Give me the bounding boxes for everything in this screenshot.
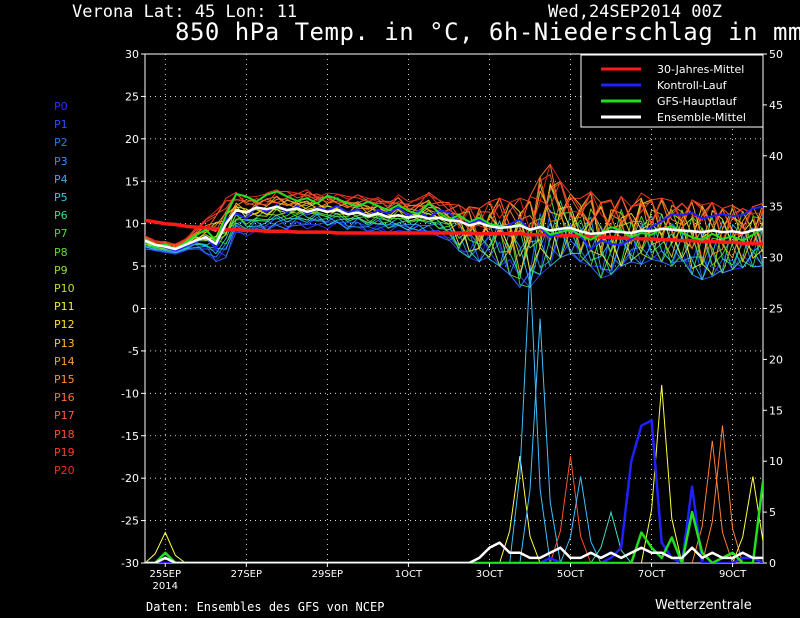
member-precip-peak bbox=[691, 440, 734, 563]
member-precip-peak bbox=[145, 531, 186, 563]
member-label-p19: P19 bbox=[54, 445, 75, 459]
member-precip-peak bbox=[640, 384, 683, 563]
y-right-tick-label: 10 bbox=[769, 455, 783, 468]
y-right-tick-label: 5 bbox=[769, 506, 776, 519]
precip-line-ensemble-mittel bbox=[145, 541, 763, 563]
y-right-tick-label: 15 bbox=[769, 404, 783, 417]
member-label-p3: P3 bbox=[54, 154, 68, 168]
y-left-tick-label: 10 bbox=[125, 218, 139, 231]
member-label-p8: P8 bbox=[54, 245, 68, 259]
member-temp-line-p0 bbox=[145, 221, 763, 288]
member-label-p13: P13 bbox=[54, 336, 75, 350]
y-left-tick-label: 20 bbox=[125, 133, 139, 146]
precip-line-kontroll-lauf bbox=[145, 419, 763, 563]
x-tick-label: 1OCT bbox=[395, 569, 423, 580]
member-precip-peak bbox=[549, 456, 592, 563]
member-temp-line-p6 bbox=[145, 200, 763, 276]
legend-label: GFS-Hauptlauf bbox=[657, 95, 738, 108]
legend-label: Ensemble-Mittel bbox=[657, 111, 746, 124]
y-left-tick-label: 0 bbox=[132, 303, 139, 316]
temp-line-ensemble-mittel bbox=[145, 205, 763, 251]
member-precip-peak bbox=[701, 425, 744, 563]
member-temp-line-p16 bbox=[145, 176, 763, 261]
x-tick-sublabel: 2014 bbox=[153, 581, 178, 592]
member-label-p15: P15 bbox=[54, 373, 75, 386]
run-time-label: Wed,24SEP2014 00Z bbox=[548, 2, 722, 22]
member-label-p18: P18 bbox=[54, 427, 75, 441]
member-label-p6: P6 bbox=[54, 209, 68, 223]
brand-label: Wetterzentrale bbox=[655, 598, 752, 613]
y-left-tick-label: 25 bbox=[125, 90, 139, 103]
x-tick-label: 7OCT bbox=[638, 569, 666, 580]
y-right-tick-label: 50 bbox=[769, 48, 783, 61]
x-tick-label: 3OCT bbox=[476, 569, 504, 580]
member-label-p5: P5 bbox=[54, 191, 68, 204]
member-temp-line-p19 bbox=[145, 180, 763, 248]
member-precip-peak bbox=[590, 510, 632, 563]
member-label-p1: P1 bbox=[54, 118, 68, 132]
y-right-tick-label: 30 bbox=[769, 252, 783, 265]
y-left-tick-label: -5 bbox=[128, 345, 139, 358]
member-precip-peak bbox=[519, 318, 561, 563]
member-label-p2: P2 bbox=[54, 136, 68, 150]
y-left-tick-label: 5 bbox=[132, 260, 139, 273]
y-left-tick-label: -25 bbox=[121, 515, 139, 528]
x-tick-label: 29SEP bbox=[312, 569, 343, 580]
member-precip-peak bbox=[559, 476, 602, 563]
member-temp-line-p8 bbox=[145, 208, 763, 280]
member-temp-line-p12 bbox=[145, 183, 763, 273]
y-right-tick-label: 0 bbox=[769, 557, 776, 570]
y-left-tick-label: -30 bbox=[121, 557, 139, 570]
member-precip-peak bbox=[499, 456, 541, 563]
y-right-tick-label: 40 bbox=[769, 150, 783, 163]
y-right-tick-label: 45 bbox=[769, 99, 783, 112]
member-label-p0: P0 bbox=[54, 100, 68, 113]
chart-title: 850 hPa Temp. in °C, 6h-Niederschlag in … bbox=[175, 18, 800, 46]
member-label-p7: P7 bbox=[54, 227, 68, 241]
location-label: Verona Lat: 45 Lon: 11 bbox=[72, 2, 298, 22]
data-source-label: Daten: Ensembles des GFS von NCEP bbox=[146, 600, 385, 614]
legend-label: Kontroll-Lauf bbox=[657, 79, 728, 92]
legend-box bbox=[580, 54, 764, 128]
x-tick-label: 25SEP bbox=[150, 569, 181, 580]
y-right-tick-label: 25 bbox=[769, 303, 783, 316]
y-left-tick-label: -15 bbox=[121, 430, 139, 443]
y-left-tick-label: 30 bbox=[125, 48, 139, 61]
member-label-p14: P14 bbox=[54, 354, 75, 368]
member-label-p16: P16 bbox=[54, 391, 75, 405]
x-tick-label: 5OCT bbox=[557, 569, 585, 580]
x-tick-label: 9OCT bbox=[719, 569, 747, 580]
member-precip-peak bbox=[509, 267, 551, 563]
member-label-p4: P4 bbox=[54, 172, 68, 186]
member-label-p9: P9 bbox=[54, 263, 68, 277]
y-left-tick-label: 15 bbox=[125, 175, 139, 188]
y-right-tick-label: 35 bbox=[769, 201, 783, 214]
legend-label: 30-Jahres-Mittel bbox=[657, 63, 744, 76]
x-tick-label: 27SEP bbox=[231, 569, 262, 580]
y-right-tick-label: 20 bbox=[769, 353, 783, 366]
y-left-tick-label: -10 bbox=[121, 387, 139, 400]
member-precip-peak bbox=[732, 476, 763, 563]
precip-line-gfs-hauptlauf bbox=[145, 481, 763, 563]
member-label-p17: P17 bbox=[54, 409, 75, 423]
member-label-p11: P11 bbox=[54, 300, 75, 314]
y-left-tick-label: -20 bbox=[121, 472, 139, 485]
member-label-p12: P12 bbox=[54, 318, 75, 332]
temp-line--jahres-mittel bbox=[145, 218, 763, 246]
member-label-p20: P20 bbox=[54, 464, 75, 477]
member-label-p10: P10 bbox=[54, 282, 75, 295]
